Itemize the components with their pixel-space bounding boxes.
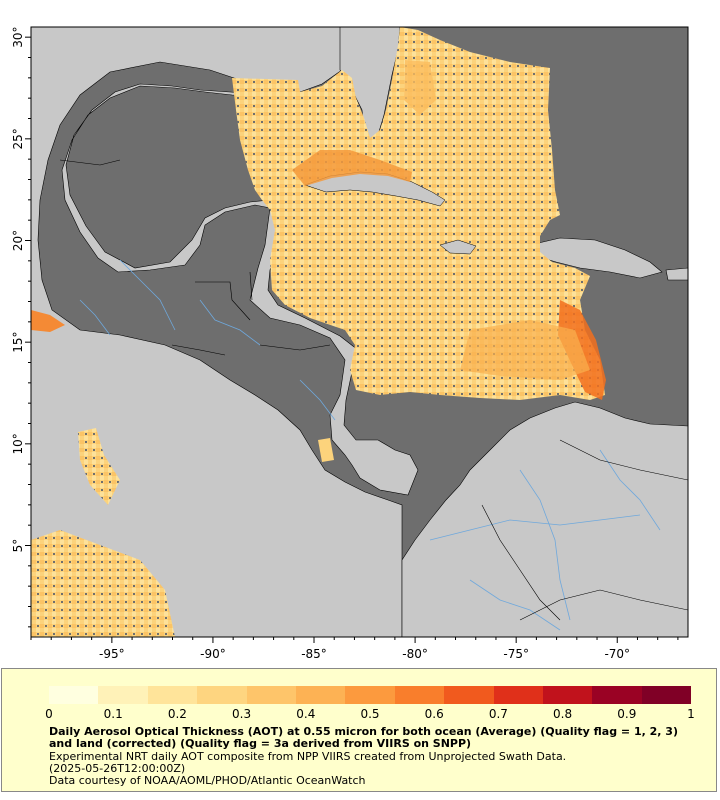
lon-tick-label: -75°	[503, 647, 529, 661]
lon-tick-label: -80°	[402, 647, 428, 661]
aot-swath-main	[232, 27, 605, 400]
colorbar-tick-label: 0.1	[103, 707, 123, 721]
colorbar-tick-label: 0.7	[488, 707, 508, 721]
aot-coast-west	[31, 310, 65, 332]
lon-tick-label: -90°	[200, 647, 226, 661]
colorbar-swatch	[493, 686, 543, 704]
colorbar-swatch	[246, 686, 296, 704]
colorbar-swatch	[394, 686, 445, 704]
colorbar-tick-label: 0.8	[553, 707, 573, 721]
lat-tick-label: 15°	[11, 332, 25, 353]
legend-panel: 0 0.1 0.2 0.3 0.4 0.5 0.6 0.7 0.8 0.9 1 Daily Aero…	[1, 668, 717, 792]
colorbar-tick-label: 0.6	[424, 707, 444, 721]
land-hispaniola	[529, 237, 663, 279]
colorbar-swatch	[345, 686, 395, 704]
legend-date: (2025-05-26T12:00:00Z)	[49, 761, 186, 775]
colorbar-swatch	[295, 686, 346, 704]
lat-tick-label: 20°	[11, 230, 25, 251]
legend-text: Daily Aerosol Optical Thickness (AOT) at…	[49, 725, 689, 788]
colorbar-swatch	[592, 686, 642, 704]
aot-costa-rica	[318, 438, 334, 462]
colorbar-tick-label: 0.3	[232, 707, 252, 721]
lon-tick-label: -85°	[301, 647, 327, 661]
colorbar-tick-label: 0.2	[167, 707, 187, 721]
legend-title: Daily Aerosol Optical Thickness (AOT) at…	[49, 725, 678, 751]
aot-florida-east	[404, 60, 436, 115]
land-south-america	[401, 401, 688, 637]
colorbar-swatch	[197, 686, 247, 704]
colorbar-swatch	[444, 686, 494, 704]
colorbar-tick-label: 0	[45, 707, 53, 721]
colorbar-swatch	[542, 686, 593, 704]
colorbar-tick-label: 0.4	[296, 707, 316, 721]
aot-mid-caribbean	[460, 320, 590, 380]
rivers	[79, 259, 661, 631]
lat-tick-label: 30°	[11, 27, 25, 48]
legend-credit: Data courtesy of NOAA/AOML/PHOD/Atlantic…	[49, 774, 366, 788]
map-axes: -95° -90° -85° -80° -75° -70° 5° 10° 15° 20° 25° 30…	[11, 27, 679, 661]
aot-swath	[31, 27, 606, 637]
aot-high-gulf-cuba	[292, 150, 412, 186]
borders	[59, 159, 688, 621]
aot-pacific-patch	[78, 428, 120, 505]
lon-tick-label: -70°	[604, 647, 630, 661]
colorbar-tick-label: 0.9	[617, 707, 637, 721]
colorbar-tick-label: 1	[687, 707, 695, 721]
colorbar-swatch	[98, 686, 148, 704]
colorbar-tick-label: 0.5	[360, 707, 380, 721]
aot-map: -95° -90° -85° -80° -75° -70° 5° 10° 15° 20° 25° 30…	[11, 26, 689, 661]
colorbar	[49, 686, 692, 704]
aot-pacific-west	[31, 530, 175, 637]
lat-tick-label: 5°	[11, 539, 25, 553]
colorbar-swatch	[147, 686, 198, 704]
lon-tick-label: -95°	[99, 647, 125, 661]
colorbar-swatch	[49, 686, 99, 704]
map-frame	[30, 26, 689, 638]
lat-tick-label: 10°	[11, 433, 25, 454]
legend-description: Experimental NRT daily AOT composite fro…	[49, 749, 567, 763]
colorbar-swatch	[641, 686, 692, 704]
lat-tick-label: 25°	[11, 128, 25, 149]
land-puerto-rico	[665, 267, 688, 281]
